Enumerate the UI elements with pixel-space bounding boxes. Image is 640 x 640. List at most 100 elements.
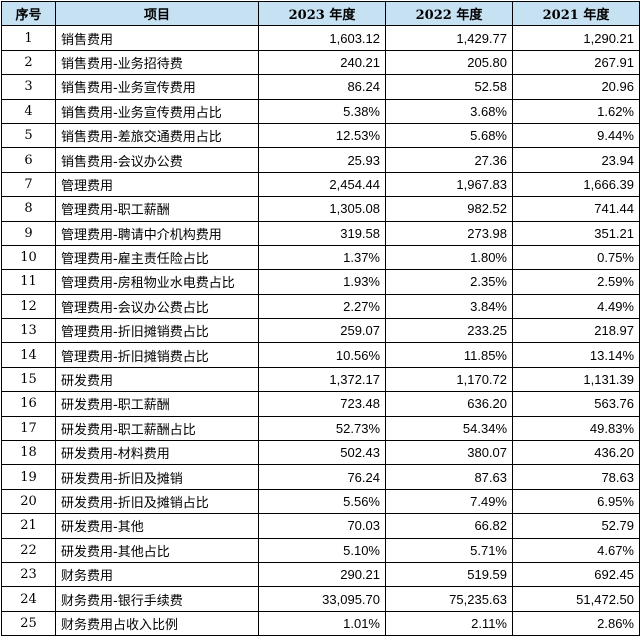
cell-2022: 1,967.83 (385, 171, 513, 198)
cell-2021: 1,131.39 (512, 366, 640, 393)
cell-seq: 4 (1, 98, 56, 124)
table-row: 22 研发费用-其他占比 5.10% 5.71% 4.67% (1, 537, 640, 563)
cell-2023: 290.21 (258, 561, 386, 588)
table-row: 19 研发费用-折旧及摊销 76.24 87.63 78.63 (1, 464, 640, 490)
cell-2021: 267.91 (512, 49, 640, 76)
cell-2021: 23.94 (512, 147, 640, 173)
cell-item: 管理费用-聘请中介机构费用 (55, 220, 259, 246)
cell-item: 管理费用-折旧摊销费占比 (55, 318, 259, 344)
table-row: 12 管理费用-会议办公费占比 2.27% 3.84% 4.49% (1, 293, 640, 320)
cell-seq: 6 (1, 147, 56, 173)
cell-2023: 52.73% (258, 415, 386, 442)
cell-2022: 54.34% (385, 415, 513, 442)
cell-seq: 15 (1, 366, 56, 393)
header-item: 项目 (55, 0, 259, 27)
cell-2021: 0.75% (512, 244, 640, 271)
cell-2022: 273.98 (385, 220, 513, 246)
table-row: 15 研发费用 1,372.17 1,170.72 1,131.39 (1, 366, 640, 393)
cell-2022: 11.85% (385, 342, 513, 368)
cell-seq: 21 (1, 513, 56, 539)
header-2023: 2023 年度 (258, 0, 386, 27)
cell-2022: 519.59 (385, 561, 513, 588)
cell-item: 销售费用-业务招待费 (55, 49, 259, 76)
cell-2023: 2,454.44 (258, 171, 386, 198)
cell-seq: 1 (1, 25, 56, 51)
table-row: 16 研发费用-职工薪酬 723.48 636.20 563.76 (1, 391, 640, 417)
cell-2022: 636.20 (385, 391, 513, 417)
header-2021: 2021 年度 (512, 0, 640, 27)
cell-item: 研发费用-职工薪酬占比 (55, 415, 259, 442)
cell-2022: 27.36 (385, 147, 513, 173)
cell-2023: 259.07 (258, 318, 386, 344)
cell-seq: 12 (1, 293, 56, 320)
cell-item: 管理费用-房租物业水电费占比 (55, 269, 259, 295)
cell-2023: 5.56% (258, 488, 386, 515)
cell-seq: 14 (1, 342, 56, 368)
table-row: 4 销售费用-业务宣传费用占比 5.38% 3.68% 1.62% (1, 98, 640, 124)
table-row: 23 财务费用 290.21 519.59 692.45 (1, 561, 640, 588)
table-row: 8 管理费用-职工薪酬 1,305.08 982.52 741.44 (1, 196, 640, 222)
cell-2021: 2.59% (512, 269, 640, 295)
cell-seq: 3 (1, 74, 56, 100)
table-row: 10 管理费用-雇主责任险占比 1.37% 1.80% 0.75% (1, 244, 640, 271)
table-row: 24 财务费用-银行手续费 33,095.70 75,235.63 51,472.50 (1, 586, 640, 612)
cell-2023: 33,095.70 (258, 586, 386, 612)
cell-2021: 351.21 (512, 220, 640, 246)
table-row: 7 管理费用 2,454.44 1,967.83 1,666.39 (1, 171, 640, 198)
cell-2021: 4.49% (512, 293, 640, 320)
cell-item: 研发费用-其他占比 (55, 537, 259, 563)
cell-2021: 6.95% (512, 488, 640, 515)
cell-2022: 2.35% (385, 269, 513, 295)
table-row: 21 研发费用-其他 70.03 66.82 52.79 (1, 513, 640, 539)
cell-item: 销售费用 (55, 25, 259, 51)
cell-seq: 19 (1, 464, 56, 490)
cell-2023: 12.53% (258, 122, 386, 149)
table-row: 25 财务费用占收入比例 1.01% 2.11% 2.86% (1, 610, 640, 637)
cell-2022: 66.82 (385, 513, 513, 539)
cell-2023: 5.38% (258, 98, 386, 124)
cell-2022: 3.84% (385, 293, 513, 320)
cell-2023: 502.43 (258, 440, 386, 466)
cell-2021: 1.62% (512, 98, 640, 124)
table-row: 5 销售费用-差旅交通费用占比 12.53% 5.68% 9.44% (1, 122, 640, 149)
cell-item: 财务费用-银行手续费 (55, 586, 259, 612)
cell-2023: 319.58 (258, 220, 386, 246)
cell-2022: 5.68% (385, 122, 513, 149)
cell-item: 财务费用占收入比例 (55, 610, 259, 637)
cell-seq: 22 (1, 537, 56, 563)
table-body: 1 销售费用 1,603.12 1,429.77 1,290.21 2 销售费用-业务招待费… (1, 25, 640, 637)
cell-2023: 76.24 (258, 464, 386, 490)
cell-2022: 5.71% (385, 537, 513, 563)
cell-2022: 3.68% (385, 98, 513, 124)
cell-2022: 205.80 (385, 49, 513, 76)
cell-2021: 51,472.50 (512, 586, 640, 612)
cell-2023: 240.21 (258, 49, 386, 76)
table-row: 3 销售费用-业务宣传费用 86.24 52.58 20.96 (1, 74, 640, 100)
cell-2021: 692.45 (512, 561, 640, 588)
cell-item: 研发费用-材料费用 (55, 440, 259, 466)
header-row: 序号 项目 2023 年度 2022 年度 2021 年度 (1, 0, 640, 27)
cell-2021: 1,290.21 (512, 25, 640, 51)
cell-item: 管理费用 (55, 171, 259, 198)
cell-2023: 1.01% (258, 610, 386, 637)
table-row: 1 销售费用 1,603.12 1,429.77 1,290.21 (1, 25, 640, 51)
cell-seq: 11 (1, 269, 56, 295)
cell-seq: 25 (1, 610, 56, 637)
cell-seq: 8 (1, 196, 56, 222)
cell-item: 研发费用 (55, 366, 259, 393)
cell-2022: 982.52 (385, 196, 513, 222)
cell-2023: 1.37% (258, 244, 386, 271)
cell-2022: 233.25 (385, 318, 513, 344)
cell-seq: 9 (1, 220, 56, 246)
cell-seq: 2 (1, 49, 56, 76)
cell-2022: 2.11% (385, 610, 513, 637)
cell-item: 管理费用-雇主责任险占比 (55, 244, 259, 271)
cell-2021: 4.67% (512, 537, 640, 563)
cell-seq: 7 (1, 171, 56, 198)
cell-item: 销售费用-会议办公费 (55, 147, 259, 173)
table-row: 17 研发费用-职工薪酬占比 52.73% 54.34% 49.83% (1, 415, 640, 442)
header-seq: 序号 (1, 0, 56, 27)
cell-item: 研发费用-其他 (55, 513, 259, 539)
cell-2022: 75,235.63 (385, 586, 513, 612)
